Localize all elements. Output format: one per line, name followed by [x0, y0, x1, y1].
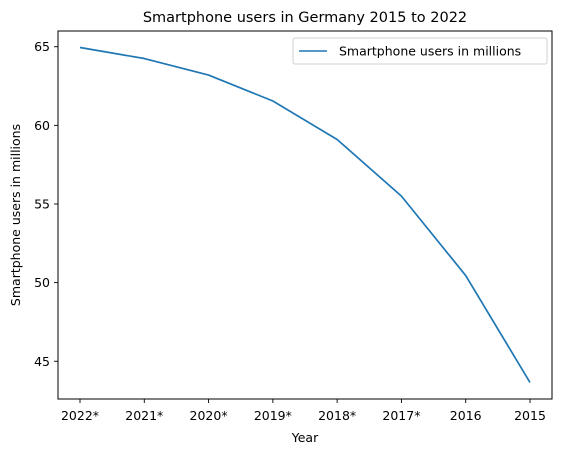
x-tick-label: 2022* — [61, 408, 99, 423]
legend-box — [292, 37, 548, 65]
legend: Smartphone users in millions — [292, 37, 548, 65]
x-axis-label: Year — [291, 430, 319, 445]
chart-title: Smartphone users in Germany 2015 to 2022 — [143, 10, 467, 26]
plot-frame — [57, 30, 553, 400]
x-tick-label: 2017* — [382, 408, 420, 423]
legend-entry: Smartphone users in millions — [339, 44, 521, 59]
x-tick-label: 2018* — [318, 408, 356, 423]
x-tick-label: 2019* — [254, 408, 292, 423]
series-line — [79, 46, 531, 383]
y-axis-ticks: 45 50 55 60 65 — [34, 39, 58, 369]
y-axis-label: Smartphone users in millions — [8, 124, 23, 306]
y-tick-label: 60 — [34, 118, 50, 133]
y-tick-label: 65 — [34, 39, 50, 54]
y-tick-label: 45 — [34, 354, 50, 369]
y-tick-label: 55 — [34, 196, 50, 211]
x-tick-label: 2016 — [450, 408, 482, 423]
x-tick-label: 2020* — [190, 408, 228, 423]
series-layer — [79, 46, 531, 383]
x-axis-ticks: 2022* 2021* 2020* 2019* 2018* 2017* 2016 2015 — [61, 399, 546, 423]
x-tick-label: 2015 — [514, 408, 546, 423]
y-tick-label: 50 — [34, 275, 50, 290]
x-tick-label: 2021* — [125, 408, 163, 423]
